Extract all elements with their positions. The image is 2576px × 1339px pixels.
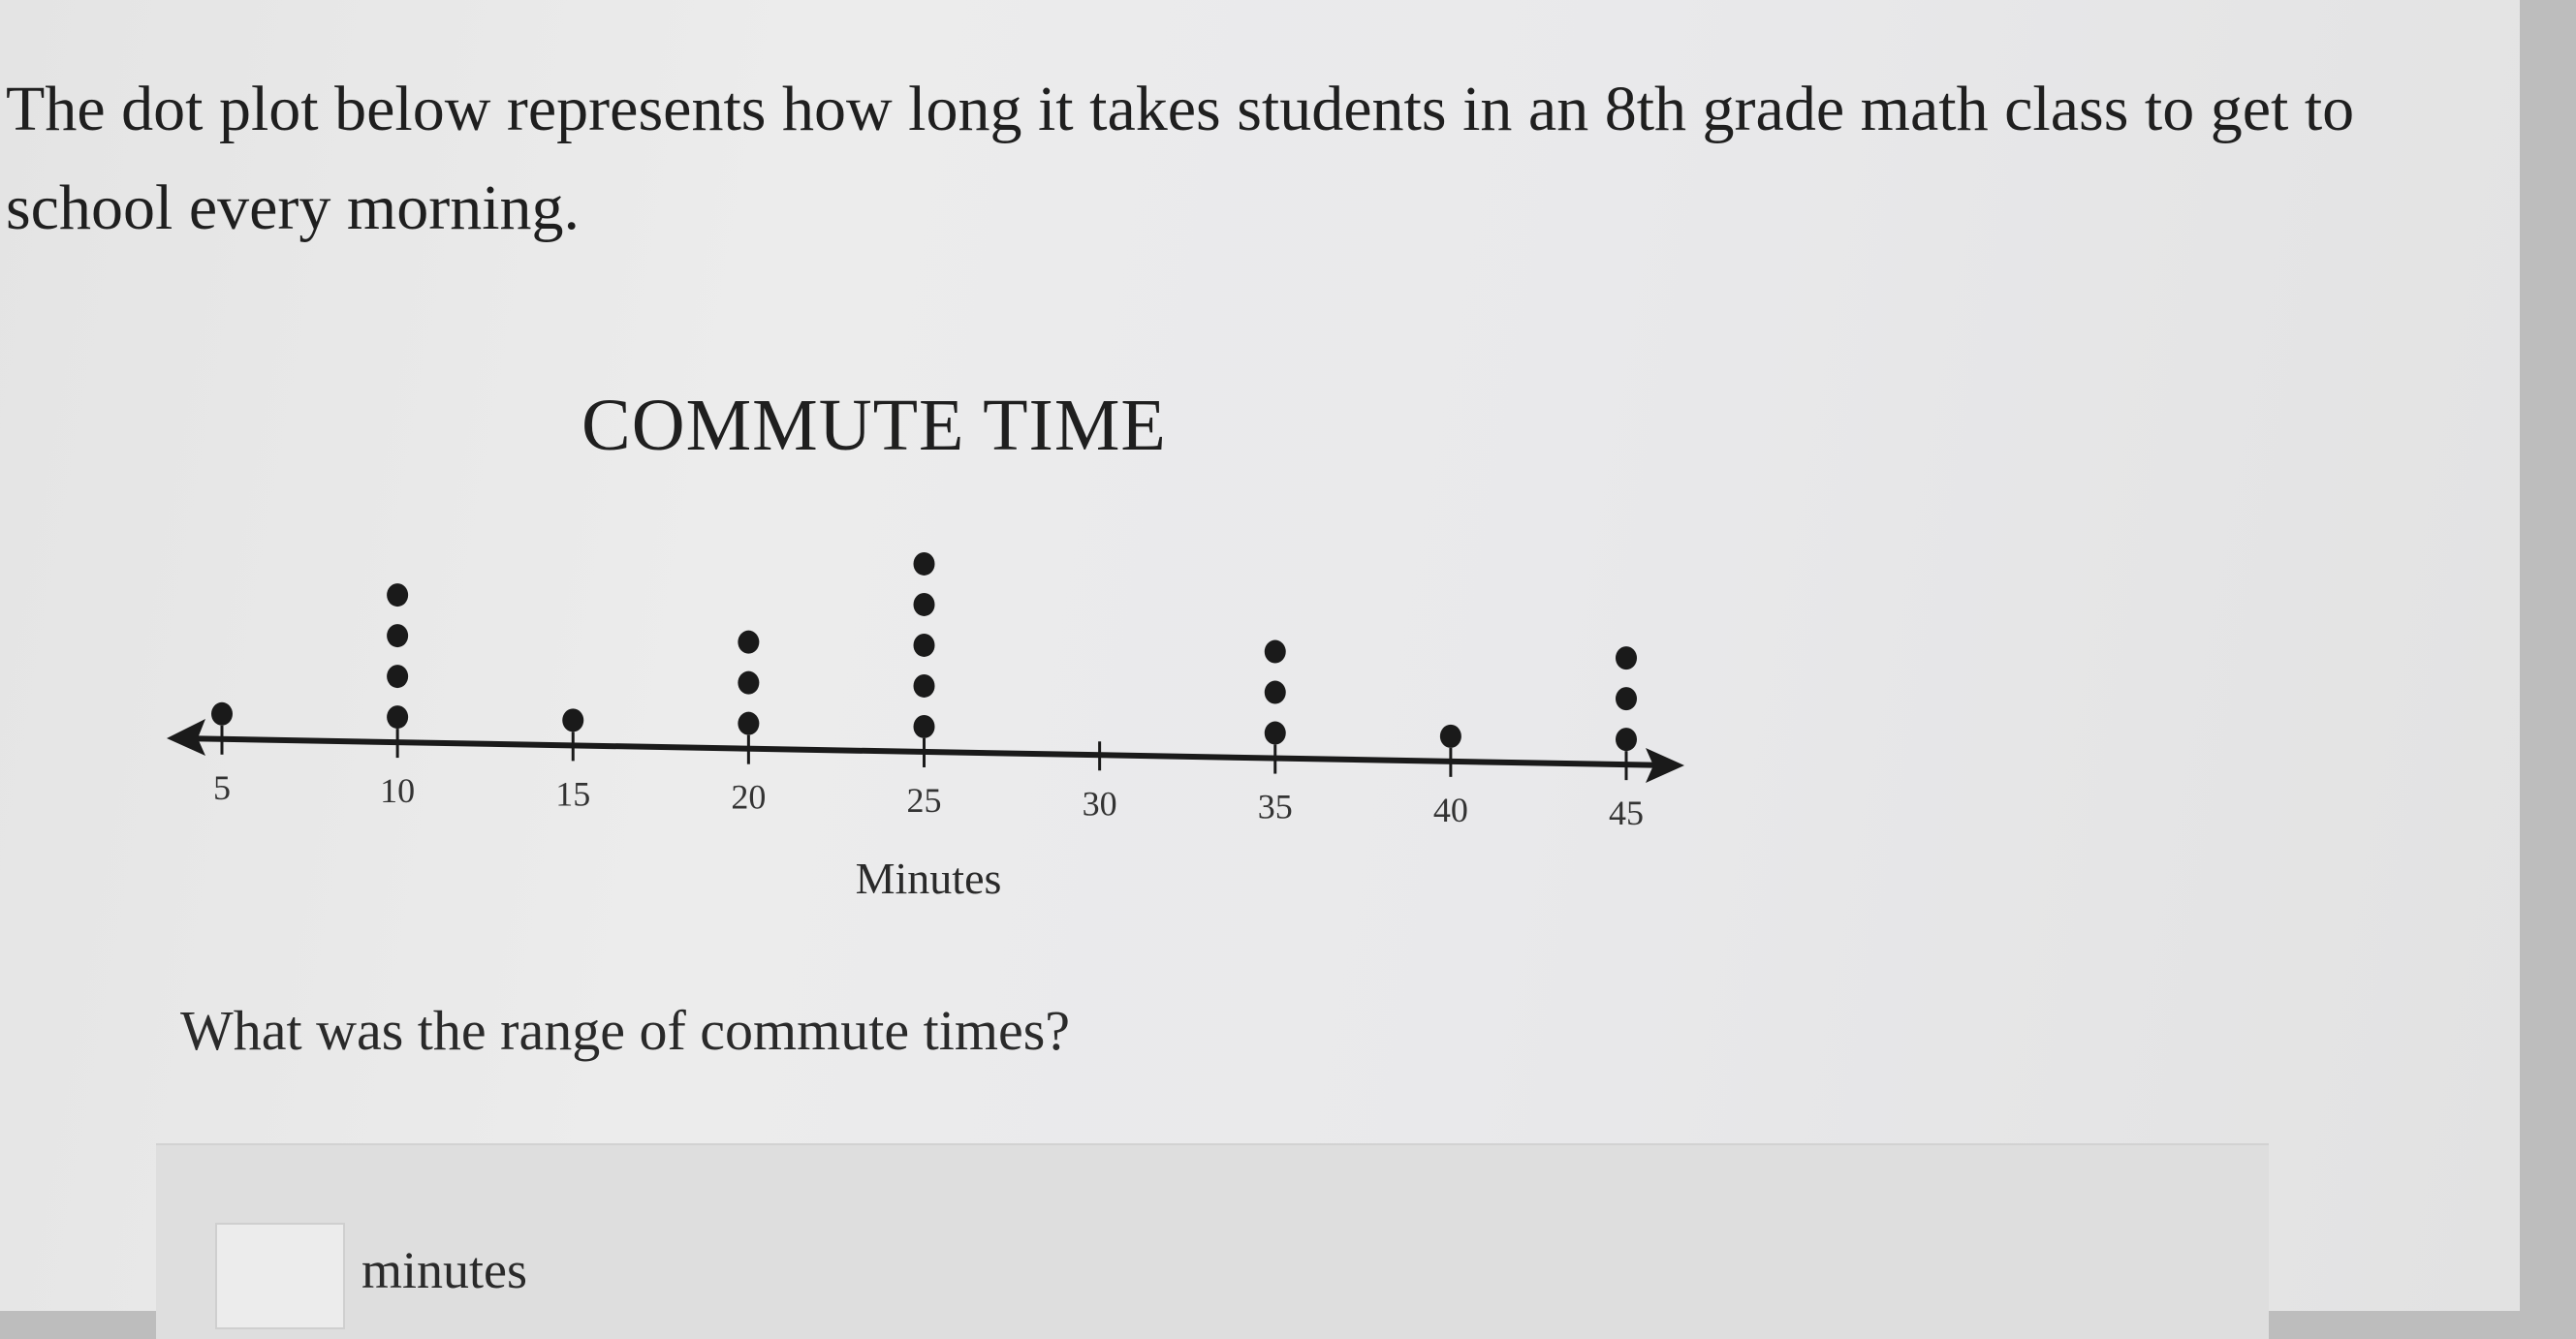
data-dot [1439,724,1461,748]
x-tick-label: 15 [555,774,590,813]
right-arrow-icon [1646,748,1684,783]
x-tick-label: 45 [1609,794,1644,832]
question-text: What was the range of commute times? [180,999,1071,1062]
data-dot [387,624,409,648]
x-tick-label: 5 [213,768,231,807]
x-tick-label: 10 [380,771,415,810]
x-tick-label: 30 [1083,784,1117,823]
left-arrow-icon [167,719,205,756]
data-dot [913,551,935,576]
data-dot [1264,721,1286,745]
x-tick-label: 25 [907,781,942,820]
x-axis-label: Minutes [856,854,1002,903]
data-dot [913,714,935,738]
data-dot [1264,639,1286,664]
data-dot [913,673,935,698]
x-tick-label: 40 [1433,791,1468,829]
x-tick-label: 20 [731,778,766,817]
data-dot [387,583,409,607]
data-dot [1264,680,1286,704]
data-dot [387,665,409,689]
range-answer-input[interactable] [215,1223,345,1329]
prompt-text: The dot plot below represents how long i… [6,74,2355,243]
question-panel [0,0,2520,1311]
answer-unit-label: minutes [361,1241,527,1299]
x-tick-label: 35 [1258,788,1293,826]
data-dot [1616,687,1637,711]
data-dot [1616,646,1637,670]
data-dot [738,670,760,695]
dot-plot: 5 10 15 20 25 30 35 40 45 Minutes [167,551,1684,903]
chart-title: COMMUTE TIME [581,385,1167,466]
data-dot [387,705,409,730]
data-dot [913,592,935,616]
data-dot [211,701,233,726]
data-dot [1616,728,1637,752]
data-dot [738,711,760,735]
data-dot [738,630,760,654]
data-dot [913,633,935,657]
answer-area [156,1143,2269,1339]
data-dot [562,708,584,732]
